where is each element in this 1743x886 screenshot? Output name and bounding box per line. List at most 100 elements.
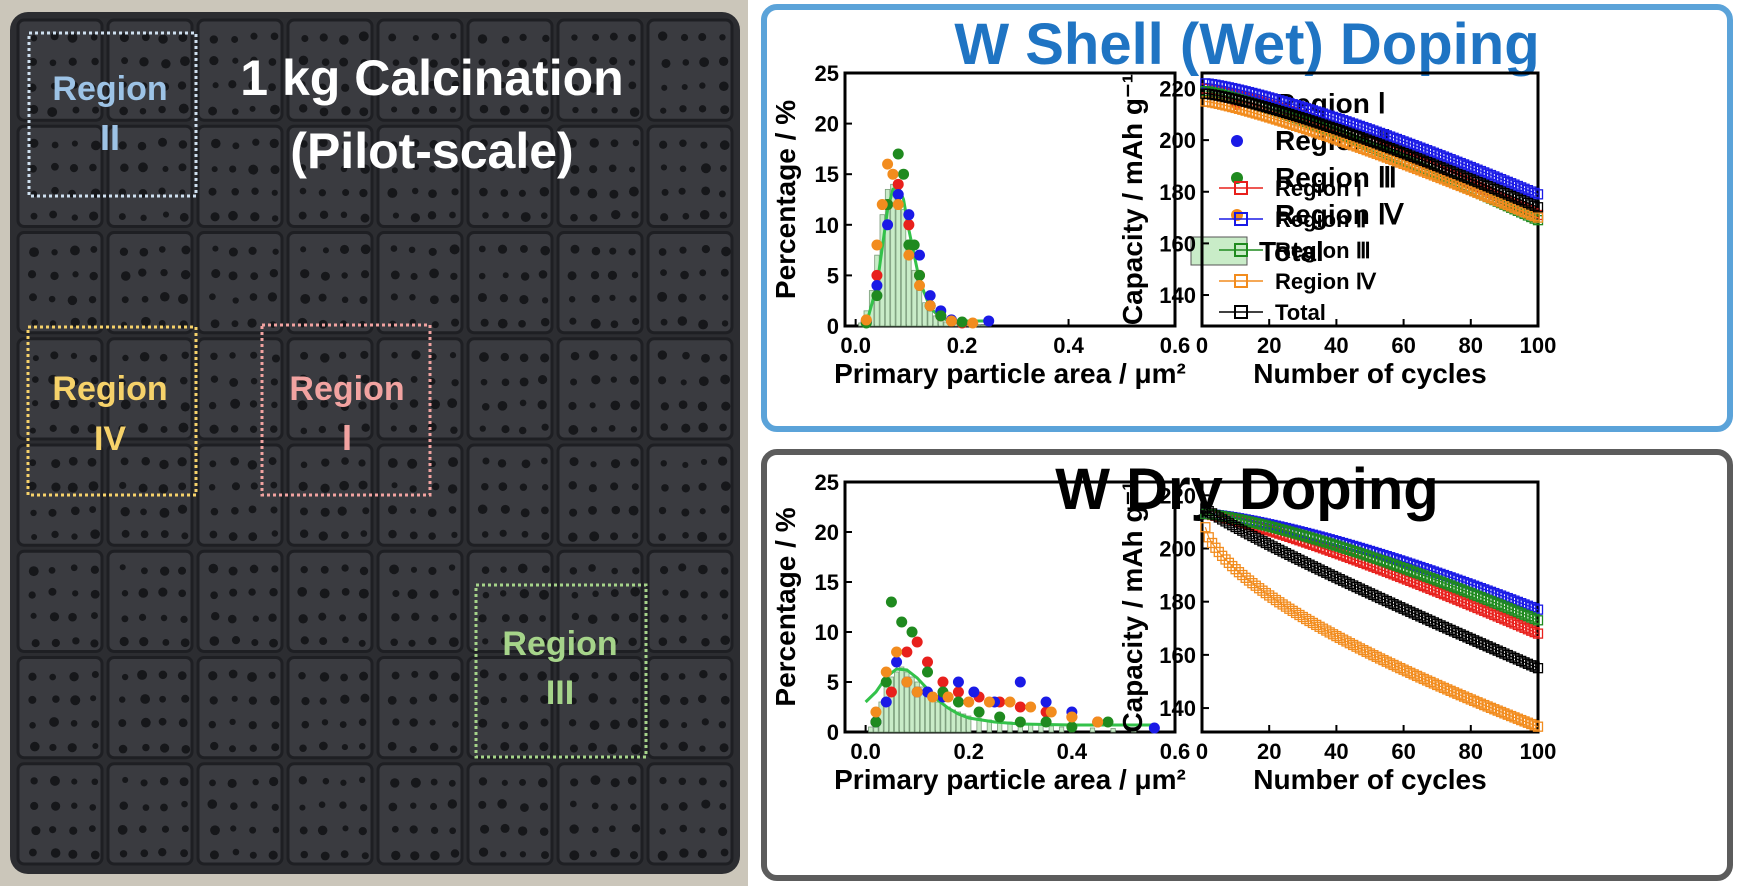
block-hole — [268, 83, 276, 92]
block-hole — [478, 58, 486, 66]
block-hole — [409, 424, 418, 433]
block-hole — [477, 162, 487, 173]
data-marker — [1398, 147, 1409, 159]
sagger-block — [466, 762, 554, 866]
data-marker — [1270, 542, 1282, 554]
block-hole — [537, 81, 548, 91]
data-point — [891, 646, 903, 658]
block-hole — [429, 268, 439, 279]
block-hole — [657, 850, 668, 861]
block-hole — [178, 140, 188, 149]
sagger-block — [466, 231, 554, 335]
data-marker — [1485, 642, 1497, 653]
block-hole — [270, 695, 280, 706]
block-hole — [519, 613, 529, 624]
data-marker — [1529, 613, 1540, 625]
data-marker — [1250, 517, 1261, 529]
block-hole — [661, 58, 671, 68]
block-hole — [228, 80, 237, 89]
data-marker — [1395, 561, 1406, 573]
data-marker — [1512, 193, 1523, 204]
data-marker — [1519, 183, 1530, 194]
block-hole — [298, 374, 308, 385]
block-hole — [609, 294, 616, 301]
histogram-bar — [955, 711, 962, 733]
block-hole — [391, 106, 398, 113]
block-hole — [249, 744, 257, 752]
block-hole — [541, 851, 549, 860]
data-marker — [1411, 609, 1423, 620]
block-hole — [539, 742, 549, 752]
block-hole — [122, 354, 129, 362]
data-point — [903, 249, 915, 261]
block-hole — [499, 81, 506, 89]
block-hole — [410, 802, 417, 809]
data-marker — [1381, 557, 1392, 568]
block-hole — [519, 294, 529, 305]
legend-label: Region Ⅳ — [1275, 269, 1377, 294]
block-hole — [701, 799, 711, 809]
data-marker — [1327, 546, 1339, 557]
histogram-bar — [893, 671, 900, 733]
block-hole — [27, 270, 37, 279]
data-marker — [1243, 97, 1255, 108]
data-marker — [1505, 190, 1517, 202]
data-marker — [1509, 652, 1520, 664]
data-marker — [1472, 602, 1483, 614]
block-hole — [480, 824, 490, 834]
block-hole — [120, 163, 129, 172]
block-hole — [568, 401, 577, 411]
block-hole — [391, 671, 400, 680]
data-marker — [1472, 164, 1483, 175]
block-hole — [392, 212, 400, 219]
block-hole — [500, 637, 510, 646]
block-hole — [92, 106, 100, 114]
block-hole — [611, 505, 621, 515]
block-hole — [360, 244, 371, 255]
block-hole — [138, 268, 147, 277]
y-tick-label: 0 — [827, 720, 839, 745]
block-hole — [451, 164, 460, 173]
block-hole — [450, 272, 458, 281]
block-hole — [31, 319, 38, 327]
data-marker — [1395, 146, 1406, 158]
block-hole — [160, 530, 169, 538]
data-marker — [1532, 628, 1544, 639]
data-marker — [1233, 94, 1245, 106]
block-hole — [71, 533, 78, 540]
block-hole — [451, 379, 459, 387]
block-hole — [90, 565, 99, 574]
block-hole — [478, 777, 488, 786]
block-hole — [537, 671, 547, 681]
sagger-block — [106, 443, 194, 547]
data-marker — [1485, 596, 1497, 607]
block-hole — [120, 271, 131, 281]
block-hole — [318, 531, 328, 541]
block-hole — [122, 776, 129, 783]
block-hole — [518, 637, 526, 645]
block-hole — [88, 295, 97, 304]
sagger-block — [196, 18, 284, 122]
block-hole — [658, 376, 667, 385]
data-marker — [1331, 540, 1342, 551]
block-hole — [178, 566, 187, 575]
block-hole — [719, 34, 726, 41]
block-hole — [158, 187, 166, 195]
block-hole — [410, 272, 418, 281]
data-marker — [1217, 550, 1228, 562]
region-box-iii — [474, 583, 648, 759]
data-marker — [1270, 104, 1282, 116]
data-marker — [1472, 636, 1483, 647]
block-hole — [358, 742, 366, 750]
data-marker — [1465, 161, 1476, 173]
block-hole — [412, 34, 419, 42]
data-marker — [1334, 113, 1345, 125]
block-hole — [88, 825, 96, 832]
block-hole — [720, 848, 729, 857]
data-marker — [1334, 125, 1345, 136]
block-hole — [407, 589, 418, 600]
data-marker — [1415, 142, 1426, 153]
block-hole — [628, 59, 636, 66]
data-point — [914, 280, 926, 292]
data-marker — [1395, 662, 1406, 674]
